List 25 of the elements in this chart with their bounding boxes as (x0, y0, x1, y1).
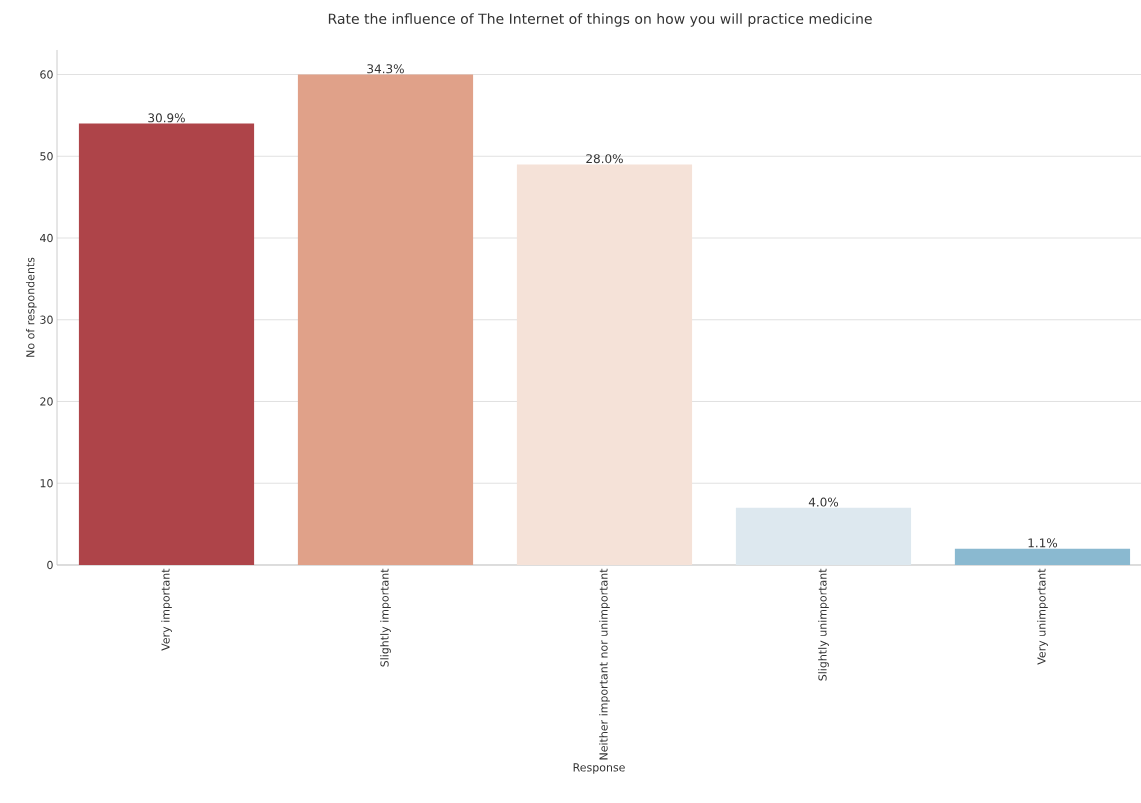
x-axis-title: Response (573, 763, 625, 774)
bar (735, 507, 912, 565)
bar (954, 548, 1131, 565)
y-tick-label: 60 (40, 70, 53, 79)
y-axis-title: No of respondents (25, 257, 37, 357)
annotation: 34.3% (367, 64, 404, 74)
y-tick-label: 40 (40, 233, 53, 243)
y-tick-label: 30 (40, 315, 53, 324)
bar (516, 164, 693, 565)
annotation: 1.1% (1028, 538, 1058, 548)
y-tick-label: 20 (40, 397, 53, 406)
y-tick-label: 50 (40, 152, 53, 161)
x-tick-label: Neither important nor unimportant (599, 568, 610, 760)
x-tick-label: Very unimportant (1037, 568, 1048, 665)
annotation: 30.9% (148, 113, 185, 123)
y-tick-label: 0 (47, 560, 53, 570)
annotation: 4.0% (808, 497, 839, 507)
x-tick-label: Very important (161, 568, 172, 651)
annotation: 28.0% (586, 154, 623, 164)
bar (297, 74, 474, 565)
x-tick-label: Slightly unimportant (818, 568, 829, 681)
y-tick-label: 10 (40, 479, 53, 488)
chart-title: Rate the influence of The Internet of things on how you will practice medicine (328, 13, 872, 27)
bar (78, 123, 255, 565)
x-tick-label: Slightly important (380, 568, 391, 667)
